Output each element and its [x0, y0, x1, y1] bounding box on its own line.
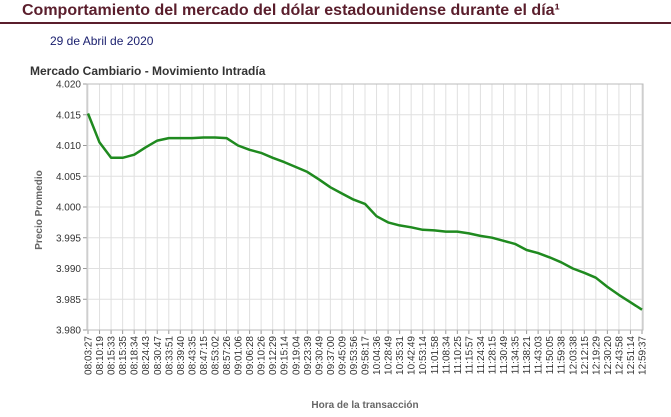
grid-layer: [87, 83, 643, 331]
x-tick-label: 11:01:58: [430, 336, 441, 375]
x-tick-label: 08:18:34: [130, 336, 141, 375]
x-tick-label: 09:23:39: [303, 336, 314, 375]
x-tick-label: 11:15:57: [464, 336, 475, 375]
x-tick-label: 11:50:05: [545, 336, 556, 375]
x-tick-label: 12:43:58: [614, 336, 625, 375]
x-tick-label: 11:08:34: [441, 336, 452, 375]
x-tick-label: 11:34:35: [511, 336, 522, 375]
x-tick-label: 08:39:40: [176, 336, 187, 375]
x-tick-label: 11:24:34: [476, 336, 487, 375]
x-axis-label: Hora de la transacción: [311, 400, 418, 411]
x-tick-label: 08:10:19: [95, 336, 106, 375]
x-tick-labels: 08:03:27 08:10:19 08:15:33 08:15:35 08:18:34…: [84, 336, 649, 375]
y-tick-label: 4.005: [56, 172, 81, 183]
y-tick-label: 4.020: [56, 80, 81, 91]
x-tick-label: 08:03:27: [84, 336, 95, 375]
x-tick-label: 08:15:35: [118, 336, 129, 375]
x-tick-label: 11:28:15: [487, 336, 498, 375]
x-tick-label: 09:58:17: [361, 336, 372, 375]
x-tick-label: 12:30:20: [603, 336, 614, 375]
x-tick-label: 11:43:03: [534, 336, 545, 375]
report-date: 29 de Abril de 2020: [50, 34, 154, 48]
y-tick-label: 3.985: [56, 295, 81, 306]
x-tick-label: 09:30:49: [314, 336, 325, 375]
y-tick-label: 3.990: [56, 264, 81, 275]
x-tick-label: 09:15:14: [280, 336, 291, 375]
title-divider: [0, 22, 671, 24]
x-tick-label: 08:57:26: [222, 336, 233, 375]
y-axis-label: Precio Promedio: [34, 170, 45, 249]
chart-title: Mercado Cambiario - Movimiento Intradía: [30, 64, 266, 78]
x-tick-label: 09:12:29: [268, 336, 279, 375]
x-tick-label: 08:33:51: [164, 336, 175, 375]
x-tick-label: 12:19:29: [591, 336, 602, 375]
x-tick-label: 08:43:35: [187, 336, 198, 375]
x-tick-label: 10:28:49: [384, 336, 395, 375]
page-title: Comportamiento del mercado del dólar est…: [22, 2, 560, 19]
y-tick-label: 4.010: [56, 141, 81, 152]
x-tick-label: 09:01:06: [234, 336, 245, 375]
x-tick-label: 11:30:49: [499, 336, 510, 375]
y-tick-label: 4.000: [56, 203, 81, 214]
y-tick-label: 3.995: [56, 233, 81, 244]
x-tick-label: 12:59:37: [638, 336, 649, 375]
price-series-line: [86, 113, 643, 311]
x-tick-label: 12:03:38: [568, 336, 579, 375]
x-tick-label: 09:19:04: [291, 336, 302, 375]
x-tick-label: 08:24:43: [141, 336, 152, 375]
x-tick-label: 10:35:31: [395, 336, 406, 375]
y-tick-label: 4.015: [56, 110, 81, 121]
plot-border: [86, 83, 644, 331]
x-tick-label: 11:38:21: [522, 336, 533, 375]
x-tick-label: 11:59:38: [557, 336, 568, 375]
x-tick-label: 09:37:00: [326, 336, 337, 375]
x-tick-label: 08:15:33: [107, 336, 118, 375]
x-tick-label: 10:42:49: [407, 336, 418, 375]
x-tick-label: 09:10:26: [257, 336, 268, 375]
x-tick-label: 09:45:09: [337, 336, 348, 375]
y-tick-labels: 4.020 4.015 4.010 4.005 4.000 3.995 3.990 3.985…: [56, 80, 81, 337]
x-tick-label: 12:51:14: [626, 336, 637, 375]
x-tick-label: 08:47:15: [199, 336, 210, 375]
x-tick-label: 09:53:56: [349, 336, 360, 375]
x-tick-label: 08:53:02: [210, 336, 221, 375]
axis-layer: [83, 83, 644, 334]
x-tick-label: 11:10:25: [453, 336, 464, 375]
x-tick-label: 08:30:47: [153, 336, 164, 375]
x-tick-label: 10:53:14: [418, 336, 429, 375]
x-tick-label: 12:12:15: [580, 336, 591, 375]
y-tick-label: 3.980: [56, 326, 81, 337]
x-tick-label: 10:04:36: [372, 336, 383, 375]
x-tick-label: 09:06:28: [245, 336, 256, 375]
